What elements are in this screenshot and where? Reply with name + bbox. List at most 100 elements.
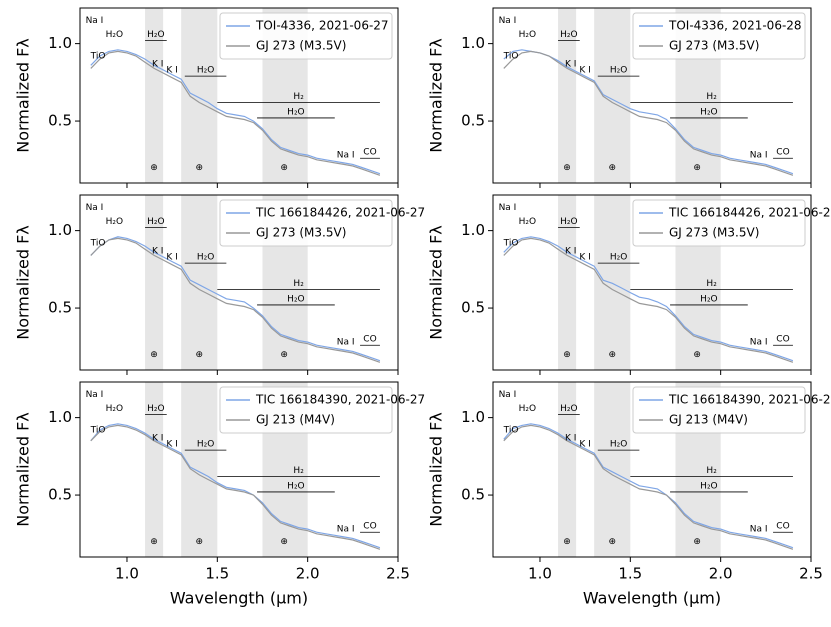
y-axis-label: Normalized Fλ (427, 412, 446, 527)
feature-label: H₂O (197, 66, 214, 76)
telluric-band (181, 382, 218, 557)
feature-label: H₂O (560, 217, 577, 227)
feature-label: H₂ (293, 466, 304, 476)
feature-label: CO (363, 148, 376, 158)
legend-label: GJ 273 (M3.5V) (256, 226, 346, 240)
spectrum-line (90, 237, 381, 363)
feature-label: K I (565, 433, 576, 443)
spectrum-line (503, 423, 794, 549)
feature-label: K I (579, 252, 590, 262)
feature-label: Na I (499, 16, 517, 26)
feature-label: ⊕ (608, 350, 616, 360)
spectrum-line (90, 423, 381, 549)
feature-label: H₂ (293, 279, 304, 289)
telluric-band (594, 382, 631, 557)
feature-label: Na I (86, 16, 104, 26)
legend-box (632, 386, 806, 434)
feature-label: H₂O (560, 30, 577, 40)
feature-label: H₂ (293, 92, 304, 102)
feature-label: Na I (750, 338, 768, 348)
plot-frame (79, 194, 399, 371)
y-axis-label: Normalized Fλ (14, 412, 33, 527)
telluric-band (181, 8, 218, 183)
y-tick-label: 0.5 (461, 486, 485, 504)
feature-label: CO (776, 335, 789, 345)
feature-label: CO (776, 522, 789, 532)
feature-label: H₂O (610, 440, 627, 450)
feature-label: H₂ (706, 466, 717, 476)
y-tick-label: 0.5 (48, 299, 72, 317)
spectrum-line (503, 424, 794, 550)
legend-label: GJ 273 (M3.5V) (669, 226, 759, 240)
feature-label: H₂O (197, 440, 214, 450)
feature-label: Na I (86, 203, 104, 213)
telluric-band (558, 382, 577, 557)
feature-label: Na I (337, 338, 355, 348)
legend-label: GJ 213 (M4V) (669, 413, 748, 427)
spectrum-line (503, 237, 794, 363)
feature-label: Na I (337, 151, 355, 161)
y-tick-label: 1.0 (48, 34, 72, 52)
feature-label: H₂O (700, 481, 717, 491)
x-tick-label: 2.0 (709, 565, 733, 583)
feature-label: K I (579, 65, 590, 75)
y-tick-label: 1.0 (461, 34, 485, 52)
legend-label: GJ 273 (M3.5V) (669, 39, 759, 53)
legend-label: TOI-4336, 2021-06-27 (255, 19, 389, 33)
spectrum-line (90, 50, 381, 176)
feature-label: K I (152, 433, 163, 443)
feature-label: K I (152, 59, 163, 69)
feature-label: ⊕ (195, 350, 203, 360)
feature-label: Na I (750, 525, 768, 535)
spectrum-line (90, 236, 381, 362)
spectrum-line (90, 424, 381, 550)
plot-frame (79, 7, 399, 184)
telluric-band (594, 195, 631, 370)
plot-frame (492, 7, 812, 184)
feature-label: H₂O (197, 253, 214, 263)
feature-label: K I (565, 246, 576, 256)
feature-label: CO (776, 148, 789, 158)
y-tick-label: 0.5 (48, 112, 72, 130)
feature-label: ⊕ (608, 537, 616, 547)
y-axis-label: Normalized Fλ (14, 225, 33, 340)
plot-frame (492, 381, 812, 558)
feature-label: H₂O (147, 30, 164, 40)
feature-label: K I (166, 439, 177, 449)
feature-label: K I (166, 252, 177, 262)
feature-label: Na I (750, 151, 768, 161)
feature-label: ⊕ (150, 163, 158, 173)
feature-label: ⊕ (280, 537, 288, 547)
plot-frame (492, 194, 812, 371)
y-tick-label: 1.0 (48, 408, 72, 426)
feature-label: H₂O (287, 107, 304, 117)
x-axis-label: Wavelength (μm) (583, 589, 721, 608)
feature-label: ⊕ (563, 350, 571, 360)
feature-label: K I (579, 439, 590, 449)
legend-label: TIC 166184390, 2021-06-27 (255, 393, 425, 407)
feature-label: K I (152, 246, 163, 256)
feature-label: TiO (90, 52, 106, 62)
feature-label: H₂O (519, 404, 536, 414)
feature-label: ⊕ (693, 163, 701, 173)
y-tick-label: 0.5 (461, 299, 485, 317)
feature-label: ⊕ (195, 163, 203, 173)
feature-label: H₂ (706, 279, 717, 289)
telluric-band (145, 195, 164, 370)
telluric-band (145, 382, 164, 557)
feature-label: ⊕ (693, 350, 701, 360)
telluric-band (594, 8, 631, 183)
spectrum-line (90, 49, 381, 175)
telluric-band (181, 195, 218, 370)
y-axis-label: Normalized Fλ (427, 38, 446, 153)
feature-label: H₂O (560, 404, 577, 414)
feature-label: H₂O (519, 217, 536, 227)
feature-label: Na I (499, 390, 517, 400)
feature-label: H₂O (610, 253, 627, 263)
feature-label: H₂O (700, 294, 717, 304)
plot-frame (79, 381, 399, 558)
legend-label: GJ 213 (M4V) (256, 413, 335, 427)
feature-label: H₂O (147, 217, 164, 227)
feature-label: ⊕ (608, 163, 616, 173)
